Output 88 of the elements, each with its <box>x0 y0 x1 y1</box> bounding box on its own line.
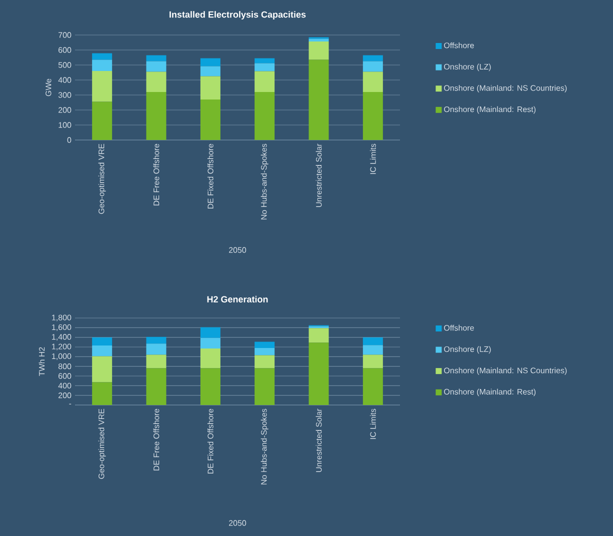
bar <box>92 53 112 60</box>
x-tick-label: DE Fixed Offshore <box>207 144 214 209</box>
x-axis-title: 2050 <box>229 247 246 253</box>
bar <box>146 344 166 355</box>
y-tick-label: 700 <box>58 32 72 38</box>
y-tick-label: 1,200 <box>52 344 72 350</box>
y-axis-title: GWe <box>46 78 52 96</box>
bar <box>254 368 275 406</box>
bar <box>254 342 275 348</box>
bar <box>146 368 166 406</box>
bar <box>254 63 275 72</box>
y-tick-label: 1,800 <box>52 314 72 322</box>
y-tick-label: 1,400 <box>52 334 72 341</box>
bar <box>308 41 329 60</box>
legend-label: Onshore (Mainland: Rest) <box>444 388 536 396</box>
x-axis-title: 2050 <box>229 520 246 526</box>
bar <box>200 76 220 100</box>
y-tick-label: 400 <box>58 382 72 389</box>
bar <box>200 66 220 76</box>
bar <box>254 71 275 92</box>
y-axis-title: TWh H2 <box>38 347 45 376</box>
bar <box>146 61 166 72</box>
y-tick-label: 600 <box>58 47 72 53</box>
bar <box>92 346 112 356</box>
bar <box>362 345 383 355</box>
x-tick-label: Geo-optimised VRE <box>98 144 106 214</box>
bar <box>92 337 112 346</box>
bar <box>92 382 112 406</box>
legend-label: Onshore (LZ) <box>444 64 491 72</box>
y-tick-label: 300 <box>58 92 72 98</box>
bar <box>200 58 220 66</box>
bar <box>362 92 383 140</box>
legend-label: Offshore <box>444 324 474 331</box>
y-tick-label: 800 <box>58 364 72 370</box>
y-tick-label: 0 <box>67 137 72 143</box>
bar <box>362 368 383 406</box>
x-tick-label: No Hubs-and-Spokes <box>260 408 268 484</box>
bar <box>254 348 275 356</box>
legend-label: Onshore (Mainland: NS Countries) <box>444 367 567 375</box>
legend-label: Offshore <box>444 42 474 48</box>
bar <box>146 336 166 344</box>
y-tick-label: 1,000 <box>52 353 72 360</box>
bar <box>362 337 383 346</box>
y-tick-label: 500 <box>58 62 72 68</box>
x-tick-label: Unrestricted Solar <box>316 144 322 207</box>
x-tick-label: DE Free Offshore <box>153 408 160 470</box>
bar <box>92 102 112 140</box>
bar <box>92 60 112 72</box>
y-tick-label: 400 <box>58 77 72 83</box>
bar <box>362 72 383 92</box>
y-tick-label: 200 <box>58 107 72 113</box>
bar <box>200 348 220 368</box>
chart-title: H2 Generation <box>207 296 268 302</box>
x-tick-label: Geo-optimised VRE <box>98 408 106 479</box>
y-tick-label: 200 <box>58 392 72 398</box>
legend-label: Onshore (LZ) <box>444 346 491 354</box>
bar <box>308 328 329 343</box>
bar <box>308 342 329 406</box>
x-tick-label: IC Limits <box>370 144 376 174</box>
bar <box>146 72 166 92</box>
bar <box>362 354 383 368</box>
bar <box>254 58 275 64</box>
bar <box>200 338 220 348</box>
bar <box>200 368 220 406</box>
x-tick-label: IC Limits <box>370 408 376 439</box>
bar <box>146 354 166 368</box>
x-tick-label: DE Fixed Offshore <box>207 408 214 474</box>
y-tick-label: 100 <box>58 122 72 128</box>
bar <box>200 327 220 338</box>
bar <box>92 356 112 382</box>
legend-label: Onshore (Mainland: NS Countries) <box>444 84 567 92</box>
bar <box>362 61 383 72</box>
bar <box>308 60 329 140</box>
x-tick-label: No Hubs-and-Spokes <box>260 144 268 220</box>
bar <box>254 92 275 140</box>
y-tick-label: 600 <box>58 373 72 379</box>
legend-label: Onshore (Mainland: Rest) <box>444 106 536 114</box>
bar <box>254 355 275 368</box>
bar <box>308 38 329 42</box>
bar <box>146 55 166 62</box>
bar <box>92 71 112 102</box>
chart-title: Installed Electrolysis Capacities <box>170 11 306 20</box>
y-tick-label: 1,600 <box>52 324 72 331</box>
bar <box>362 55 383 62</box>
bar <box>200 100 220 140</box>
x-tick-label: Unrestricted Solar <box>316 408 322 472</box>
bar <box>146 92 166 140</box>
x-tick-label: DE Free Offshore <box>153 144 160 206</box>
